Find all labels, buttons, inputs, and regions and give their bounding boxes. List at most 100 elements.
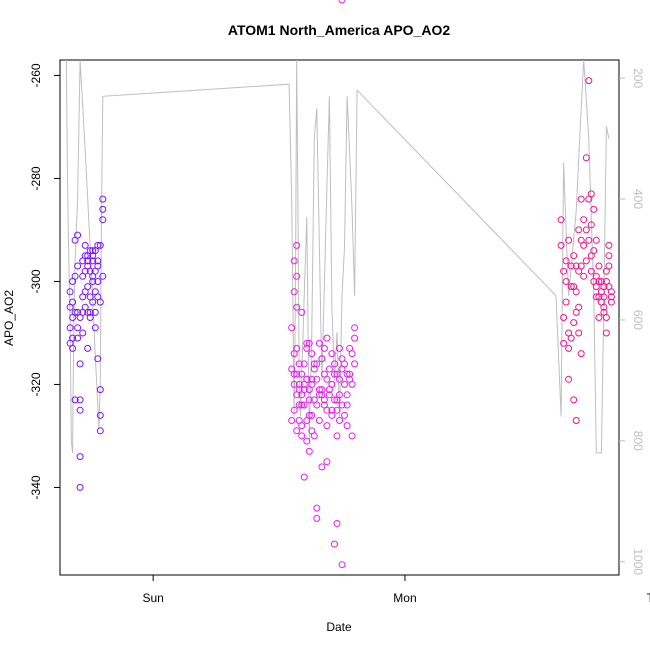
data-point	[305, 339, 313, 347]
data-point	[74, 231, 82, 239]
y-tick-label: -280	[29, 166, 43, 190]
data-point	[300, 401, 308, 409]
data-point	[592, 236, 600, 244]
data-point	[318, 386, 326, 394]
data-point	[577, 262, 585, 270]
data-point	[348, 380, 356, 388]
data-point	[607, 293, 615, 301]
data-point	[96, 241, 104, 249]
data-point	[338, 0, 346, 4]
data-point	[565, 375, 573, 383]
data-point	[293, 303, 301, 311]
data-point	[595, 278, 603, 285]
data-point	[328, 380, 336, 388]
data-point	[605, 252, 613, 260]
data-point	[298, 432, 306, 440]
data-point	[590, 247, 598, 255]
data-point	[288, 417, 296, 424]
data-point	[86, 314, 94, 321]
data-point	[303, 437, 311, 445]
data-point	[310, 360, 318, 368]
data-point	[74, 262, 82, 270]
axes: Sun Mon Tue -340 -320 -300 -280 -260 200 400 600 80…	[29, 63, 650, 605]
data-point	[308, 350, 316, 358]
data-point	[595, 262, 603, 270]
data-point	[570, 396, 578, 404]
data-point	[305, 411, 313, 419]
data-point	[607, 298, 615, 306]
data-point	[71, 396, 79, 404]
data-point	[94, 262, 102, 270]
y-tick-label: -320	[29, 372, 43, 396]
data-point	[557, 216, 565, 224]
data-point	[560, 339, 568, 347]
data-point	[69, 298, 77, 306]
data-point	[351, 334, 359, 342]
data-point	[605, 262, 613, 270]
data-point	[295, 380, 303, 388]
data-point	[66, 324, 74, 332]
data-point	[328, 411, 336, 419]
y-tick-label: -300	[29, 269, 43, 293]
data-point	[338, 561, 346, 569]
data-point	[348, 350, 356, 358]
data-point	[323, 458, 331, 466]
data-point	[74, 334, 82, 342]
data-point	[76, 453, 84, 461]
data-point	[94, 257, 102, 265]
data-point	[562, 278, 570, 285]
data-point	[313, 375, 321, 383]
data-point	[318, 355, 326, 363]
data-point	[76, 483, 84, 491]
data-point	[99, 205, 107, 213]
data-point	[313, 514, 321, 522]
data-point	[91, 324, 99, 332]
data-point	[580, 216, 588, 224]
data-point	[99, 216, 107, 224]
data-point	[590, 205, 598, 213]
data-point	[313, 401, 321, 409]
x-tick-label: Mon	[393, 591, 416, 605]
data-point	[582, 257, 590, 265]
data-point	[96, 411, 104, 419]
data-point	[567, 334, 575, 342]
data-point	[605, 241, 613, 249]
data-point	[300, 360, 308, 368]
data-point	[76, 396, 84, 404]
data-point	[325, 365, 333, 373]
data-point	[585, 77, 593, 85]
data-point	[290, 406, 298, 414]
data-point	[328, 406, 336, 414]
data-point	[290, 370, 298, 378]
data-point	[338, 355, 346, 363]
y2-tick-label: 600	[631, 310, 645, 330]
data-point	[305, 447, 313, 455]
data-point	[341, 411, 348, 419]
data-point	[94, 278, 102, 285]
data-point	[557, 241, 565, 249]
data-point	[86, 308, 94, 316]
data-point	[348, 432, 356, 440]
data-point	[99, 272, 107, 280]
data-point	[587, 267, 595, 275]
data-point	[351, 360, 359, 368]
data-point	[308, 411, 316, 419]
data-point	[336, 417, 343, 424]
data-point	[318, 463, 326, 471]
data-point	[293, 344, 301, 352]
data-point	[567, 262, 575, 270]
data-point	[293, 427, 301, 435]
data-point	[580, 241, 588, 249]
data-point	[96, 298, 104, 306]
data-point	[66, 288, 74, 296]
data-point	[71, 308, 79, 316]
data-point	[76, 360, 84, 368]
data-point	[69, 334, 77, 342]
data-point	[587, 190, 595, 198]
data-point	[575, 226, 583, 234]
data-point	[318, 391, 326, 399]
x-axis-label: Date	[326, 620, 352, 634]
data-point	[298, 422, 306, 430]
data-point	[565, 236, 573, 244]
data-point	[290, 380, 298, 388]
